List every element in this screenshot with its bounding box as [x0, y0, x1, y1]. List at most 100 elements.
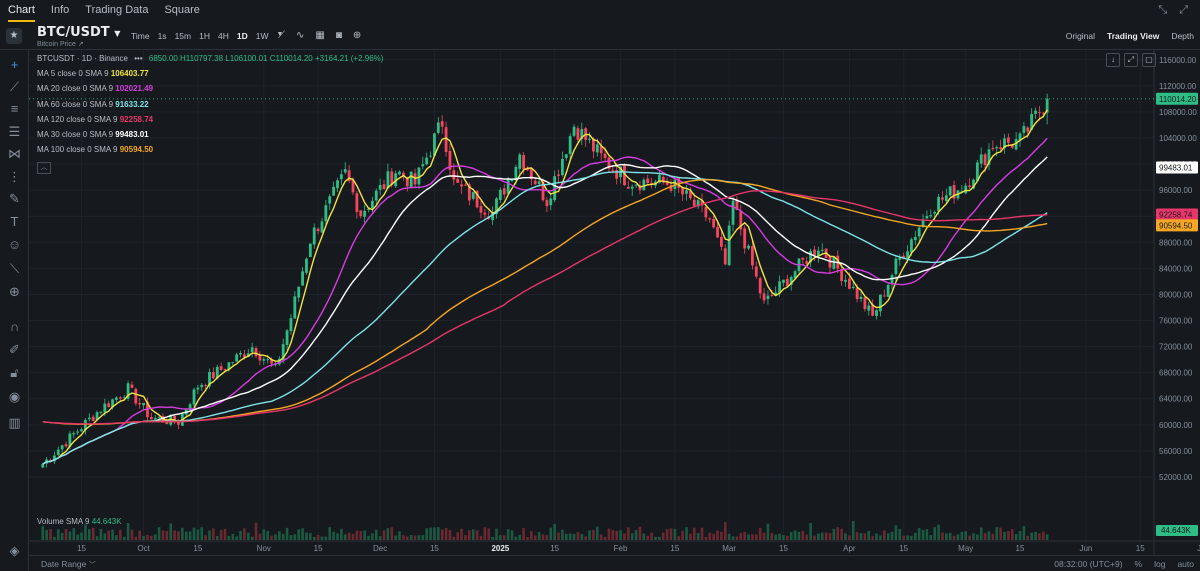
ma-legend-row[interactable]: MA 30 close 0 SMA 9 99483.01 — [37, 130, 383, 145]
expand-icon[interactable]: ⤢ — [1179, 4, 1188, 16]
volume-bar — [510, 530, 514, 540]
candle-body — [417, 167, 421, 185]
volume-bar — [661, 532, 665, 540]
magnet-icon[interactable]: ∩ — [9, 319, 20, 334]
view-original[interactable]: Original — [1065, 31, 1096, 41]
x-tick-label: 15 — [1136, 544, 1145, 553]
layers-icon[interactable]: ◈ — [9, 543, 20, 558]
y-tick-label: 80000.00 — [1159, 290, 1193, 299]
text-icon[interactable]: T — [10, 214, 19, 229]
trendline-icon[interactable]: ⟋ — [9, 79, 20, 94]
interval-4h[interactable]: 4H — [217, 31, 229, 41]
price-label-text: 110014.20 — [1159, 95, 1197, 104]
symbol-selector[interactable]: BTC/USDT ▼ — [37, 25, 120, 40]
volume-bar — [285, 527, 289, 540]
add-icon[interactable]: ⊕ — [352, 30, 362, 41]
view-depth[interactable]: Depth — [1171, 31, 1194, 41]
interval-15m[interactable]: 15m — [174, 31, 192, 41]
interval-1s[interactable]: 1s — [157, 31, 167, 41]
ma-line-ma30 — [42, 156, 1048, 465]
interval-1d[interactable]: 1D — [236, 31, 248, 41]
tab-info[interactable]: Info — [50, 4, 70, 16]
volume-bar — [1030, 532, 1033, 540]
price-chart[interactable]: 52000.00 56000.00 60000.00 64000.00 68000.00… — [29, 50, 1200, 555]
zoom-icon[interactable]: ⊕ — [9, 284, 20, 299]
window-icon[interactable]: ▢ — [1142, 53, 1156, 67]
symbol-subtitle[interactable]: Bitcoin Price ↗ — [37, 40, 84, 48]
volume-bar — [665, 529, 669, 540]
candle-body — [700, 200, 704, 206]
chart-corner-buttons: ↓ ⤢ ▢ — [1106, 53, 1156, 67]
horizontal-lines-icon[interactable]: ≡ — [10, 101, 19, 116]
collapse-legend-icon[interactable]: ︿ — [37, 162, 51, 175]
volume-bar — [890, 531, 894, 540]
trash-icon[interactable]: ▥ — [8, 415, 21, 430]
eye-icon[interactable]: ◉ — [8, 389, 21, 404]
ma-legend-row[interactable]: MA 100 close 0 SMA 9 90594.50 — [37, 145, 383, 160]
candle-body — [875, 310, 878, 316]
percent-scale-button[interactable]: % — [1134, 559, 1143, 569]
ruler-icon[interactable]: ⟍ — [9, 261, 20, 276]
auto-scale-button[interactable]: auto — [1177, 559, 1194, 569]
volume-bar — [650, 532, 653, 540]
tab-trading-data[interactable]: Trading Data — [85, 4, 149, 16]
legend-menu-icon[interactable]: ••• — [134, 54, 143, 63]
candle-body — [72, 433, 76, 435]
camera-icon[interactable]: ◙ — [335, 30, 342, 41]
ma-legend-row[interactable]: MA 120 close 0 SMA 9 92258.74 — [37, 115, 383, 130]
volume-bar — [328, 527, 332, 540]
interval-dropdown-icon[interactable]: ▼ — [276, 31, 284, 38]
view-trading-view[interactable]: Trading View — [1107, 31, 1160, 41]
fib-icon[interactable]: ☰ — [8, 124, 21, 139]
crosshair-icon[interactable]: + — [10, 57, 19, 72]
candle-body — [813, 249, 816, 256]
fullscreen-icon[interactable]: ⤢ — [1124, 53, 1138, 67]
candle-body — [421, 164, 425, 167]
lock-icon[interactable]: 🔓︎ — [10, 365, 19, 380]
ma-legend-row[interactable]: MA 5 close 0 SMA 9 106403.77 — [37, 69, 383, 84]
candle-body — [227, 362, 231, 370]
y-tick-label: 56000.00 — [1159, 447, 1193, 456]
ma-legend-row[interactable]: MA 20 close 0 SMA 9 102021.49 — [37, 84, 383, 99]
pattern-tool-icon[interactable]: ⋈ — [8, 146, 21, 161]
candle-body — [211, 372, 215, 379]
indicators-icon[interactable]: ∿ — [296, 30, 305, 41]
prediction-icon[interactable]: ⋮ — [8, 169, 21, 184]
candle-body — [149, 416, 153, 420]
volume-bar — [805, 534, 809, 540]
volume-bar — [576, 532, 580, 540]
volume-bar — [394, 535, 397, 540]
interval-1h[interactable]: 1H — [199, 31, 210, 41]
collapse-icon[interactable]: ⤡ — [1158, 4, 1168, 16]
log-scale-button[interactable]: log — [1154, 559, 1166, 569]
y-tick-label: 104000.00 — [1159, 134, 1197, 143]
volume-bar — [712, 533, 715, 540]
interval-1w[interactable]: 1W — [255, 31, 269, 41]
star-icon[interactable]: ★ — [6, 28, 22, 44]
tab-chart[interactable]: Chart — [8, 0, 35, 22]
candle-body — [107, 403, 111, 408]
ma-legend-label: MA 60 close 0 SMA 9 — [37, 99, 116, 109]
arrow-down-icon[interactable]: ↓ — [1106, 53, 1120, 67]
candle-body — [572, 126, 576, 136]
interval-time[interactable]: Time — [131, 31, 150, 41]
chart-type-icon[interactable]: ⟋ — [278, 30, 285, 41]
ma-legend-row[interactable]: MA 60 close 0 SMA 9 91633.22 — [37, 100, 383, 115]
lock-drawing-icon[interactable]: ✐ — [9, 342, 20, 357]
brush-icon[interactable]: ✎ — [9, 191, 20, 206]
candle-body — [673, 179, 677, 190]
candle-body — [130, 384, 134, 388]
volume-bar — [398, 531, 401, 540]
date-range-button[interactable]: Date Range ﹀ — [41, 559, 96, 570]
volume-bar — [999, 527, 1002, 540]
tab-square[interactable]: Square — [164, 4, 200, 16]
volume-bar — [1034, 531, 1037, 540]
volume-bar — [99, 528, 103, 540]
candle-body — [743, 228, 747, 249]
layout-icon[interactable]: ▦ — [315, 30, 325, 41]
emoji-icon[interactable]: ☺ — [7, 237, 22, 252]
volume-bar — [502, 535, 506, 540]
volume-bar — [487, 528, 491, 540]
volume-bar — [56, 529, 60, 540]
volume-bar — [976, 534, 979, 540]
